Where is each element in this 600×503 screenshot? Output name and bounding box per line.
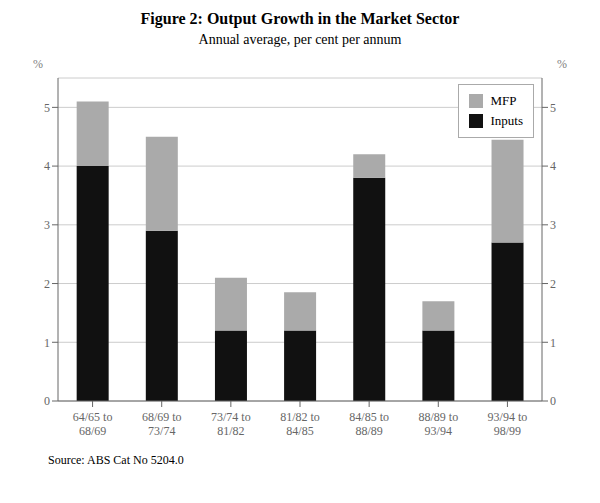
html-text:Annual average, per cent per a: Annual average, per cent per annum — [198, 32, 402, 47]
svg-text:1: 1 — [44, 336, 50, 350]
svg-text:2: 2 — [550, 277, 556, 291]
svg-text:3: 3 — [44, 218, 50, 232]
svg-text:68/69 to73/74: 68/69 to73/74 — [142, 410, 182, 438]
html-text:Inputs: Inputs — [490, 113, 523, 128]
svg-text:0: 0 — [44, 394, 50, 408]
html-text:Source: ABS Cat No 5204.0: Source: ABS Cat No 5204.0 — [48, 453, 184, 467]
svg-text:5: 5 — [44, 101, 50, 115]
svg-text:81/82 to84/85: 81/82 to84/85 — [280, 410, 320, 438]
svg-text:84/85 to88/89: 84/85 to88/89 — [349, 410, 389, 438]
svg-text:64/65 to68/69: 64/65 to68/69 — [73, 410, 113, 438]
svg-text:5: 5 — [550, 101, 556, 115]
svg-text:2: 2 — [44, 277, 50, 291]
svg-text:4: 4 — [44, 159, 50, 173]
svg-text:4: 4 — [550, 159, 556, 173]
html-text:Figure 2: Output Growth in the: Figure 2: Output Growth in the Market Se… — [140, 10, 460, 27]
svg-text:0: 0 — [550, 394, 556, 408]
html-text:MFP: MFP — [490, 93, 517, 108]
svg-text:93/94 to98/99: 93/94 to98/99 — [488, 410, 528, 438]
svg-text:73/74 to81/82: 73/74 to81/82 — [211, 410, 251, 438]
svg-text:%: % — [33, 57, 43, 71]
svg-text:1: 1 — [550, 336, 556, 350]
svg-text:88/89 to93/94: 88/89 to93/94 — [418, 410, 458, 438]
svg-text:3: 3 — [550, 218, 556, 232]
svg-text:%: % — [557, 57, 567, 71]
